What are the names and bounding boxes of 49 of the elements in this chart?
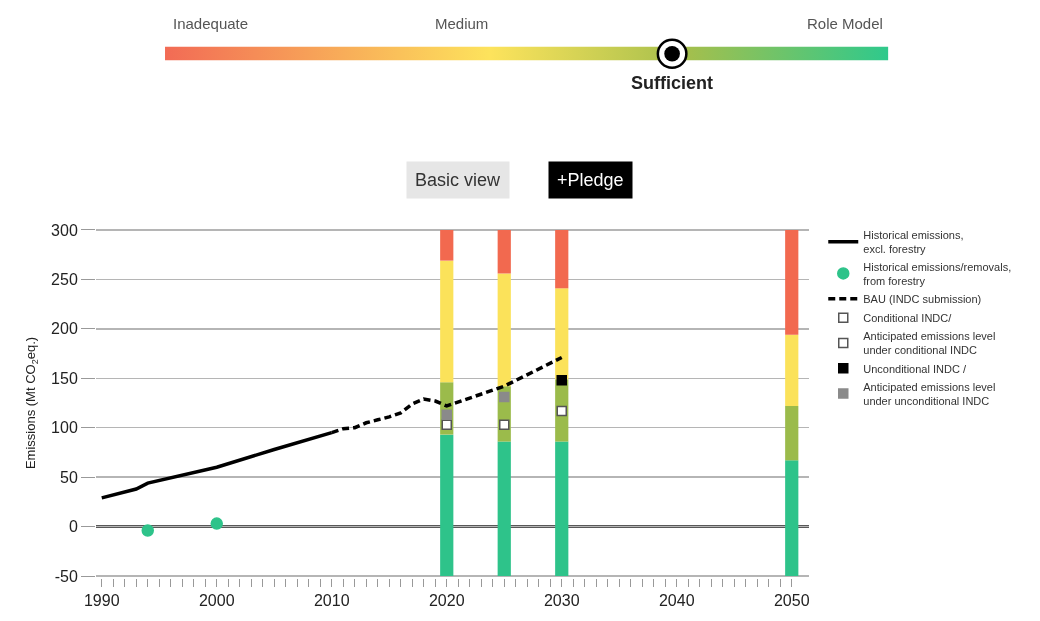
y-tick-label: 250 xyxy=(51,271,78,289)
legend-label: Historical emissions/removals, from forestry xyxy=(863,260,1012,287)
legend-label: Unconditional INDC / xyxy=(863,362,967,375)
bar xyxy=(555,229,569,289)
bar xyxy=(497,229,511,274)
y-tick-label: 200 xyxy=(51,320,78,338)
legend-label: Anticipated emissions level under conditional INDC xyxy=(863,330,996,357)
point xyxy=(441,409,452,421)
point xyxy=(441,419,452,430)
y-tick-label: -50 xyxy=(54,567,78,585)
x-tick-label: 2020 xyxy=(428,592,465,610)
text: Inadequate xyxy=(173,15,249,32)
point xyxy=(556,375,567,386)
bar xyxy=(555,288,569,380)
x-tick-label: 2030 xyxy=(543,592,580,610)
text: Basic view xyxy=(415,170,502,190)
x-tick-label: 2000 xyxy=(198,592,235,610)
x-tick-label: 1990 xyxy=(83,592,120,610)
text: +Pledge xyxy=(557,170,624,190)
point xyxy=(141,524,154,537)
text: Role Model xyxy=(807,15,883,32)
legend-label: Historical emissions, excl. forestry xyxy=(863,228,964,256)
bar xyxy=(440,229,454,261)
point xyxy=(556,405,567,417)
bar xyxy=(785,460,799,577)
bar xyxy=(440,260,454,383)
y-tick-label: 300 xyxy=(51,221,78,239)
bar xyxy=(497,273,511,387)
legend-label: BAU (INDC submission) xyxy=(863,292,982,305)
y-tick-label: 0 xyxy=(68,518,78,536)
point xyxy=(210,517,223,530)
y-tick-label: 50 xyxy=(60,468,78,486)
y-tick-label: 100 xyxy=(51,419,78,437)
bar xyxy=(555,441,569,577)
bar xyxy=(785,405,799,461)
x-tick-label: 2050 xyxy=(773,592,810,610)
bar xyxy=(440,434,454,577)
y-tick-label: 150 xyxy=(51,369,78,387)
legend-label: Anticipated emissions level under unconditional INDC xyxy=(863,380,996,408)
x-tick-label: 2010 xyxy=(313,592,350,610)
point xyxy=(499,419,510,430)
text: Medium xyxy=(435,15,489,32)
bar xyxy=(497,441,511,577)
point xyxy=(499,391,510,403)
legend-label: Conditional INDC/ xyxy=(863,311,953,324)
x-tick-label: 2040 xyxy=(658,592,695,610)
text: Sufficient xyxy=(631,73,714,93)
bar xyxy=(785,229,799,335)
bar xyxy=(785,334,799,406)
